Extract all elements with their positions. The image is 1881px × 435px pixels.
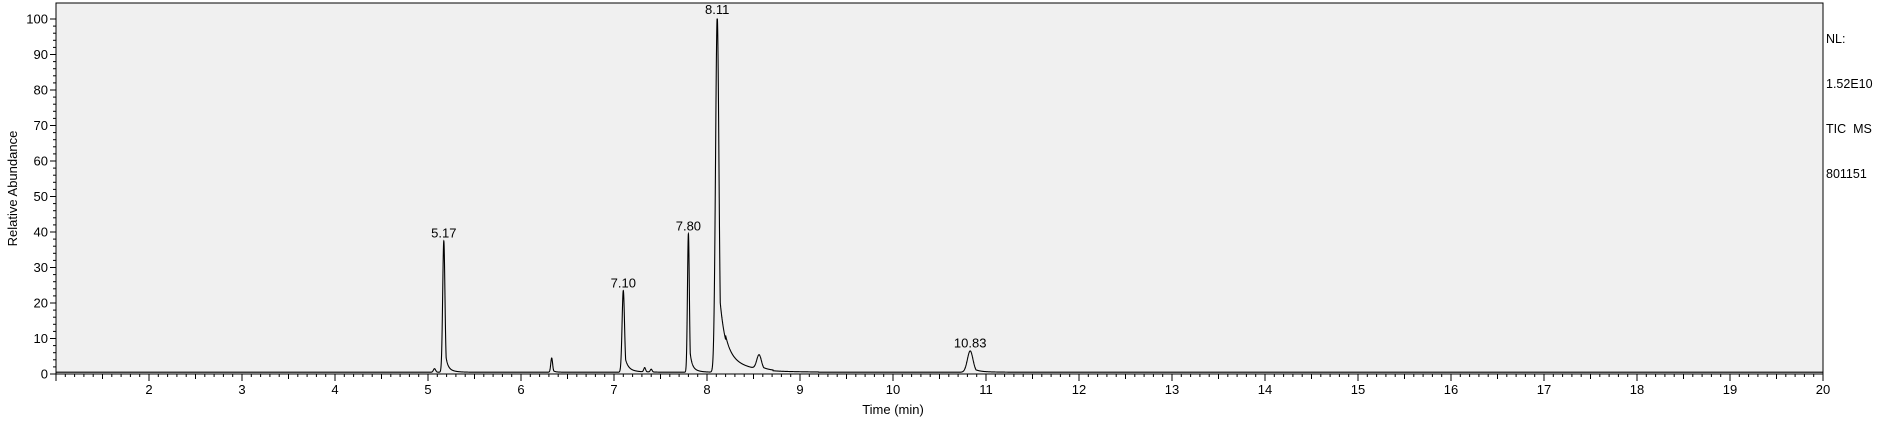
peak-label: 8.11 [705, 2, 729, 17]
y-tick-label: 40 [34, 225, 48, 240]
y-tick-label: 10 [34, 331, 48, 346]
plot-area [55, 2, 1824, 375]
peak-labels: 5.17 7.10 7.80 8.11 10.83 [431, 2, 986, 351]
scan-filter: TIC MS [1826, 122, 1872, 136]
tic-trace [56, 18, 1823, 373]
x-tick-label: 17 [1537, 382, 1551, 397]
y-tick-label: 100 [26, 12, 48, 27]
y-tick-label: 0 [41, 367, 48, 382]
x-tick-label: 3 [238, 382, 245, 397]
x-tick-label: 7 [610, 382, 617, 397]
x-tick-label: 10 [886, 382, 900, 397]
x-tick-label: 20 [1816, 382, 1830, 397]
peak-label: 5.17 [431, 226, 456, 241]
sample-id: 801151 [1826, 167, 1867, 181]
x-tick-label: 13 [1165, 382, 1179, 397]
peak-label: 7.10 [611, 275, 636, 290]
trace-group [56, 18, 1823, 373]
x-axis-label: Time (min) [862, 402, 924, 417]
x-tick-label: 6 [517, 382, 524, 397]
x-tick-label: 12 [1072, 382, 1086, 397]
normalization-info: NL: 1.52E10 TIC MS 801151 [1826, 2, 1873, 212]
y-tick-label: 70 [34, 118, 48, 133]
x-tick-label: 9 [796, 382, 803, 397]
x-tick-label: 8 [703, 382, 710, 397]
x-tick-label: 19 [1723, 382, 1737, 397]
y-tick-label: 60 [34, 154, 48, 169]
y-axis-label: Relative Abundance [5, 131, 20, 247]
x-tick-label: 4 [331, 382, 338, 397]
x-tick-label: 5 [424, 382, 431, 397]
nl-value: 1.52E10 [1826, 77, 1873, 91]
x-tick-label: 11 [979, 382, 993, 397]
x-tick-label: 16 [1444, 382, 1458, 397]
axes-group: 2 3 4 5 6 7 8 9 10 11 12 13 14 15 16 17 18 19 20 0 10 20 30 40 5… [26, 3, 1830, 397]
y-tick-label: 30 [34, 260, 48, 275]
x-tick-label: 15 [1351, 382, 1365, 397]
y-tick-label: 80 [34, 83, 48, 98]
y-tick-label: 90 [34, 47, 48, 62]
peak-label: 10.83 [954, 336, 987, 351]
x-tick-label: 2 [145, 382, 152, 397]
y-tick-label: 20 [34, 296, 48, 311]
nl-label: NL: [1826, 32, 1846, 46]
y-tick-label: 50 [34, 189, 48, 204]
x-tick-label: 18 [1630, 382, 1644, 397]
peak-label: 7.80 [676, 219, 701, 234]
x-tick-label: 14 [1258, 382, 1272, 397]
